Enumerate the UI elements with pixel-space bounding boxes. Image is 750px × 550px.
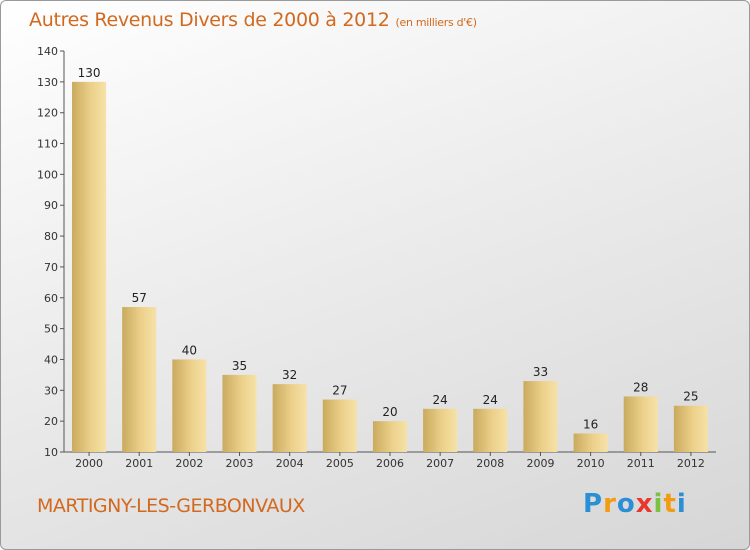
y-tick-label: 80 (44, 230, 58, 243)
bar (673, 405, 708, 452)
bar (423, 408, 458, 452)
logo-letter: r (603, 489, 617, 519)
bar-value-label: 35 (232, 359, 247, 373)
bar-value-label: 24 (433, 393, 448, 407)
x-tick-label: 2011 (627, 457, 655, 470)
bar (222, 374, 257, 452)
x-tick-label: 2010 (577, 457, 605, 470)
x-tick-label: 2007 (426, 457, 454, 470)
y-tick-label: 110 (37, 138, 58, 151)
bar (473, 408, 508, 452)
x-tick-label: 2002 (175, 457, 203, 470)
bar (372, 421, 408, 452)
y-tick-label: 40 (44, 353, 58, 366)
bar (122, 307, 157, 452)
bar (322, 399, 357, 452)
bar-value-label: 33 (533, 365, 548, 379)
y-tick-label: 60 (44, 292, 58, 305)
y-tick-label: 30 (44, 384, 58, 397)
bar (623, 396, 658, 452)
bar-value-label: 28 (633, 380, 648, 394)
y-tick-label: 50 (44, 323, 58, 336)
y-tick-label: 70 (44, 261, 58, 274)
y-tick-label: 90 (44, 199, 58, 212)
y-tick-label: 100 (37, 168, 58, 181)
x-tick-label: 2006 (376, 457, 404, 470)
y-tick-label: 130 (37, 76, 58, 89)
logo-letter: i (676, 489, 687, 519)
bar (272, 384, 307, 452)
logo-letter: o (616, 489, 636, 519)
bar-value-label: 40 (182, 343, 197, 357)
y-tick-label: 20 (44, 415, 58, 428)
chart-title: Autres Revenus Divers de 2000 à 2012 (en … (29, 9, 477, 31)
x-tick-label: 2012 (677, 457, 705, 470)
bar-value-label: 20 (382, 405, 397, 419)
commune-name: MARTIGNY-LES-GERBONVAUX (37, 495, 305, 517)
x-tick-label: 2000 (75, 457, 103, 470)
bar-value-label: 25 (683, 390, 698, 404)
bar (172, 359, 207, 452)
bar (573, 433, 608, 452)
bar-value-label: 130 (78, 66, 101, 80)
bar-value-label: 27 (332, 384, 347, 398)
y-tick-label: 10 (44, 446, 58, 459)
y-tick-label: 120 (37, 107, 58, 120)
logo-letter: x (635, 489, 654, 519)
x-tick-label: 2003 (226, 457, 254, 470)
y-tick-label: 140 (37, 45, 58, 58)
bar-value-label: 57 (132, 291, 147, 305)
x-tick-label: 2001 (125, 457, 153, 470)
chart-title-text: Autres Revenus Divers de 2000 à 2012 (29, 9, 390, 31)
logo-letter: P (583, 489, 604, 519)
bar-value-label: 16 (583, 417, 598, 431)
bar-value-label: 32 (282, 368, 297, 382)
proxiti-logo: Proxiti (583, 489, 687, 519)
x-tick-label: 2009 (526, 457, 554, 470)
x-tick-label: 2004 (276, 457, 304, 470)
logo-letter: i (653, 489, 664, 519)
chart-unit: (en milliers d'€) (395, 16, 477, 29)
logo-letter: t (663, 489, 677, 519)
x-tick-label: 2005 (326, 457, 354, 470)
x-tick-label: 2008 (476, 457, 504, 470)
bar-value-label: 24 (483, 393, 498, 407)
bar (523, 381, 558, 452)
bar (72, 81, 107, 452)
